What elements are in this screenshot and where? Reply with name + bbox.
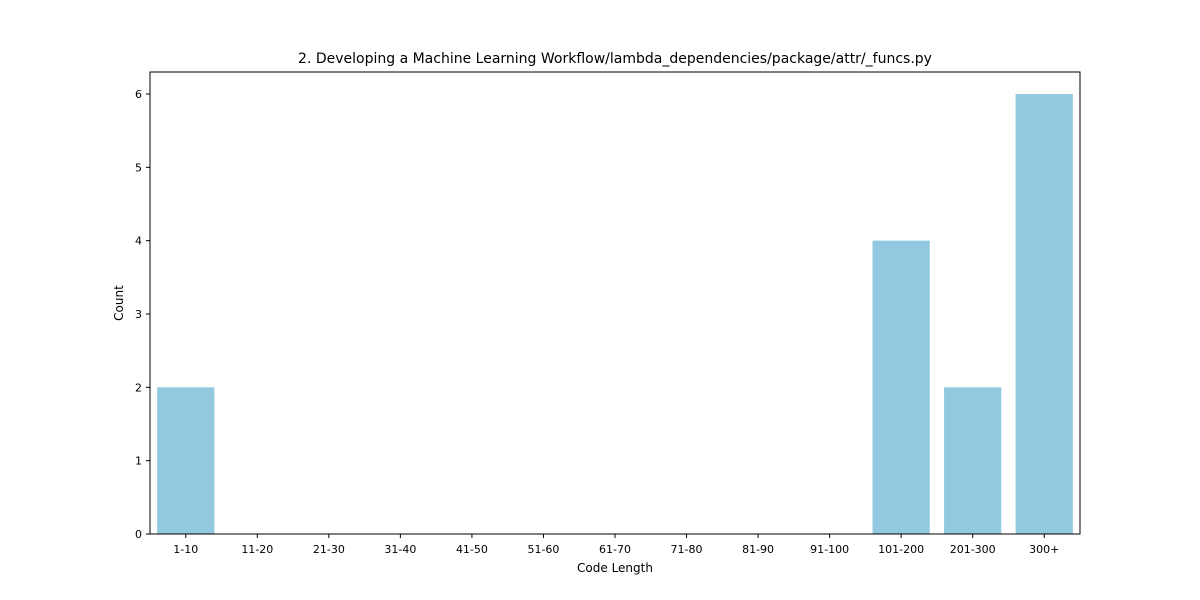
bars-group <box>157 94 1073 534</box>
x-tick-label: 71-80 <box>671 543 703 556</box>
y-tick-label: 6 <box>135 88 142 101</box>
x-tick-label: 101-200 <box>878 543 924 556</box>
bar-101-200 <box>872 240 930 534</box>
x-tick-label: 31-40 <box>384 543 416 556</box>
y-tick-label: 2 <box>135 381 142 394</box>
x-tick-label: 1-10 <box>173 543 198 556</box>
chart-title: 2. Developing a Machine Learning Workflo… <box>298 51 932 67</box>
y-tick-label: 4 <box>135 235 142 248</box>
bar-201-300 <box>944 387 1002 534</box>
x-tick-label: 21-30 <box>313 543 345 556</box>
bar-300+ <box>1015 94 1073 534</box>
x-tick-label: 201-300 <box>950 543 996 556</box>
y-tick-label: 5 <box>135 161 142 174</box>
plot-frame <box>149 71 1081 535</box>
y-tick-label: 0 <box>135 528 142 541</box>
x-tick-label: 51-60 <box>527 543 559 556</box>
x-axis: 1-10 11-20 21-30 31-40 41-50 51-60 61-70 71-80 8… <box>173 534 1059 556</box>
bar-1-10 <box>157 387 215 534</box>
y-tick-label: 3 <box>135 308 142 321</box>
y-axis-label: Count <box>112 285 126 321</box>
x-tick-label: 91-100 <box>810 543 849 556</box>
x-tick-label: 11-20 <box>241 543 273 556</box>
y-axis: 0 1 2 3 4 5 6 <box>135 88 150 541</box>
x-tick-label: 81-90 <box>742 543 774 556</box>
x-tick-label: 300+ <box>1029 543 1059 556</box>
x-tick-label: 41-50 <box>456 543 488 556</box>
x-axis-label: Code Length <box>577 561 653 575</box>
x-tick-label: 61-70 <box>599 543 631 556</box>
y-tick-label: 1 <box>135 455 142 468</box>
